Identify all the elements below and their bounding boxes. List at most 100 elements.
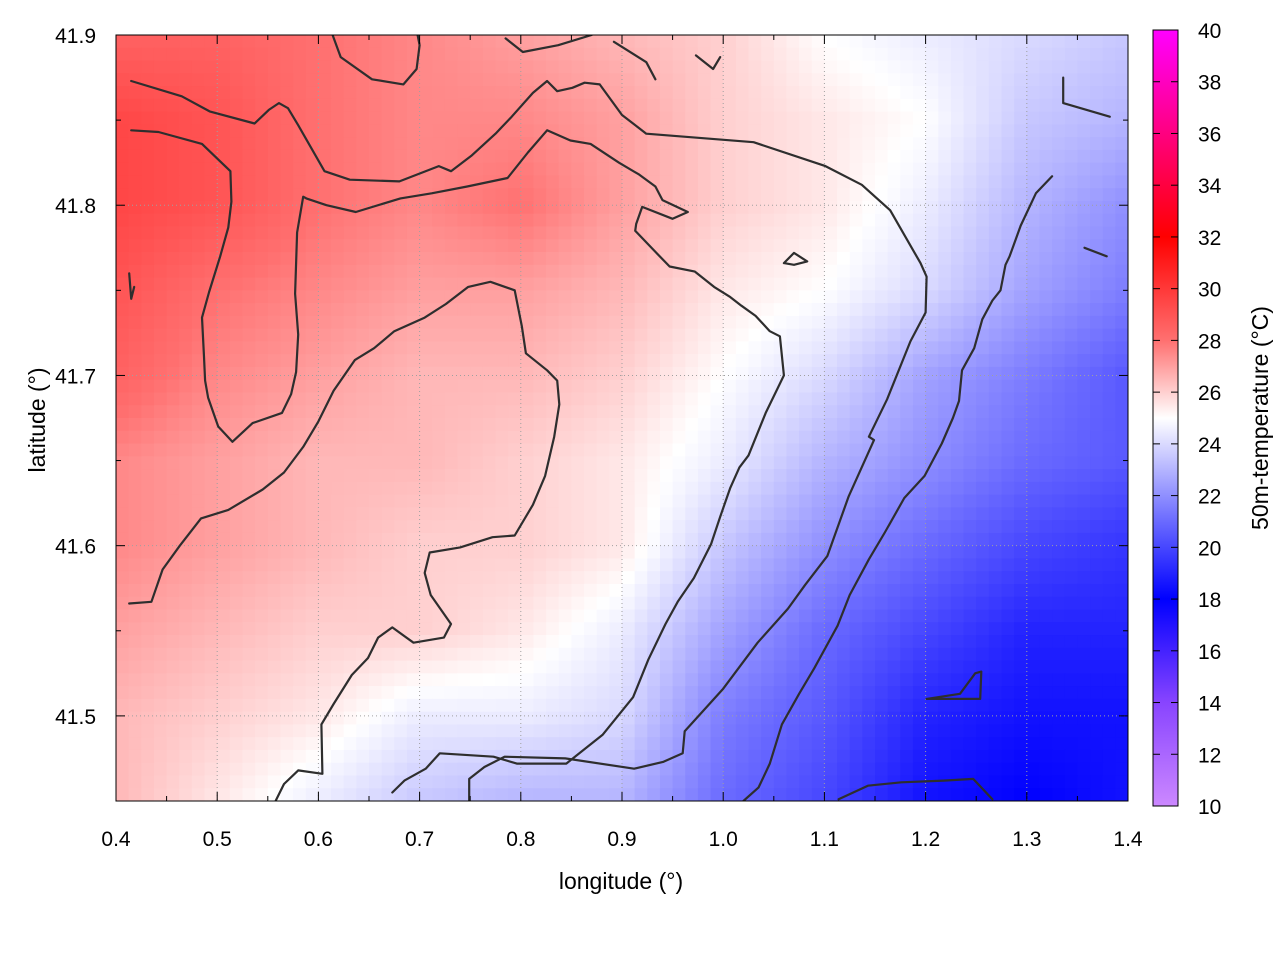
heat-cell: [419, 200, 433, 215]
heat-cell: [166, 647, 180, 662]
heat-cell: [1102, 545, 1116, 560]
heat-cell: [824, 366, 838, 381]
heat-cell: [950, 354, 965, 368]
heat-cell: [229, 520, 244, 534]
heat-cell: [217, 405, 231, 419]
heat-cell: [444, 583, 459, 598]
heat-cell: [1064, 200, 1078, 215]
heat-cell: [166, 622, 180, 636]
heat-cell: [141, 660, 155, 674]
heat-cell: [596, 354, 610, 368]
heat-cell: [1102, 303, 1116, 317]
heat-cell: [1064, 635, 1078, 649]
heat-cell: [533, 596, 547, 611]
heat-cell: [584, 47, 598, 62]
heat-cell: [533, 188, 547, 202]
heat-cell: [596, 749, 610, 764]
heat-cell: [343, 405, 357, 419]
heat-cell: [166, 635, 180, 649]
heat-cell: [900, 647, 914, 662]
heat-cell: [533, 328, 547, 342]
heat-cell: [925, 596, 939, 611]
heat-cell: [406, 111, 421, 125]
heat-cell: [482, 392, 497, 406]
heat-cell: [394, 264, 408, 279]
heat-cell: [735, 98, 750, 113]
heat-cell: [761, 111, 775, 125]
heat-cell: [229, 545, 244, 560]
heat-cell: [191, 341, 206, 355]
heat-cell: [710, 328, 724, 342]
heat-cell: [116, 162, 130, 177]
heat-cell: [179, 418, 193, 432]
heat-cell: [1026, 354, 1041, 368]
heat-cell: [837, 98, 851, 113]
heat-cell: [179, 443, 193, 457]
heat-cell: [153, 673, 168, 687]
heat-cell: [153, 328, 168, 342]
heat-cell: [811, 405, 825, 419]
heat-cell: [925, 788, 939, 801]
heat-cell: [520, 290, 535, 304]
heat-cell: [1052, 762, 1066, 777]
heat-cell: [280, 162, 294, 177]
heat-cell: [950, 303, 965, 317]
heat-cell: [1102, 315, 1116, 330]
heat-cell: [204, 558, 218, 572]
heat-cell: [444, 111, 459, 125]
heat-cell: [1001, 443, 1015, 457]
heat-cell: [963, 724, 977, 738]
heat-cell: [432, 328, 446, 342]
heat-cell: [179, 737, 193, 751]
heat-cell: [811, 239, 825, 253]
heat-cell: [128, 315, 142, 330]
heat-cell: [141, 494, 155, 508]
heat-cell: [710, 418, 724, 432]
heat-cell: [394, 47, 408, 62]
heat-cell: [394, 532, 408, 547]
heat-cell: [153, 277, 168, 291]
heat-cell: [887, 596, 901, 611]
heat-cell: [432, 137, 446, 151]
heat-cell: [356, 443, 370, 457]
heat-cell: [1090, 86, 1104, 100]
heat-cell: [1090, 558, 1104, 572]
heat-cell: [280, 98, 294, 113]
heat-cell: [988, 73, 1003, 87]
heat-cell: [761, 200, 775, 215]
heat-cell: [482, 137, 497, 151]
heat-cell: [546, 111, 560, 125]
heat-cell: [116, 647, 130, 662]
heat-cell: [773, 545, 788, 560]
heat-cell: [837, 379, 851, 394]
heat-cell: [153, 341, 168, 355]
heat-cell: [1039, 469, 1053, 483]
heat-cell: [938, 341, 952, 355]
heat-cell: [128, 545, 142, 560]
heat-cell: [571, 545, 585, 560]
heat-cell: [710, 226, 724, 240]
heat-cell: [406, 583, 421, 598]
heat-cell: [179, 226, 193, 240]
heat-cell: [748, 200, 762, 215]
heat-cell: [849, 200, 863, 215]
heat-cell: [457, 583, 471, 598]
heat-cell: [179, 647, 193, 662]
heat-cell: [457, 698, 471, 713]
heat-cell: [1064, 366, 1078, 381]
heat-cell: [900, 252, 914, 266]
heat-cell: [406, 673, 421, 687]
heat-cell: [584, 711, 598, 725]
heat-cell: [761, 277, 775, 291]
heat-cell: [609, 315, 623, 330]
heat-cell: [1014, 418, 1028, 432]
heat-cell: [406, 98, 421, 113]
heat-cell: [255, 290, 269, 304]
heat-cell: [584, 532, 598, 547]
heat-cell: [697, 775, 712, 789]
heat-cell: [875, 226, 889, 240]
heat-cell: [1064, 290, 1078, 304]
heat-cell: [584, 328, 598, 342]
heat-cell: [153, 315, 168, 330]
heat-cell: [887, 341, 901, 355]
